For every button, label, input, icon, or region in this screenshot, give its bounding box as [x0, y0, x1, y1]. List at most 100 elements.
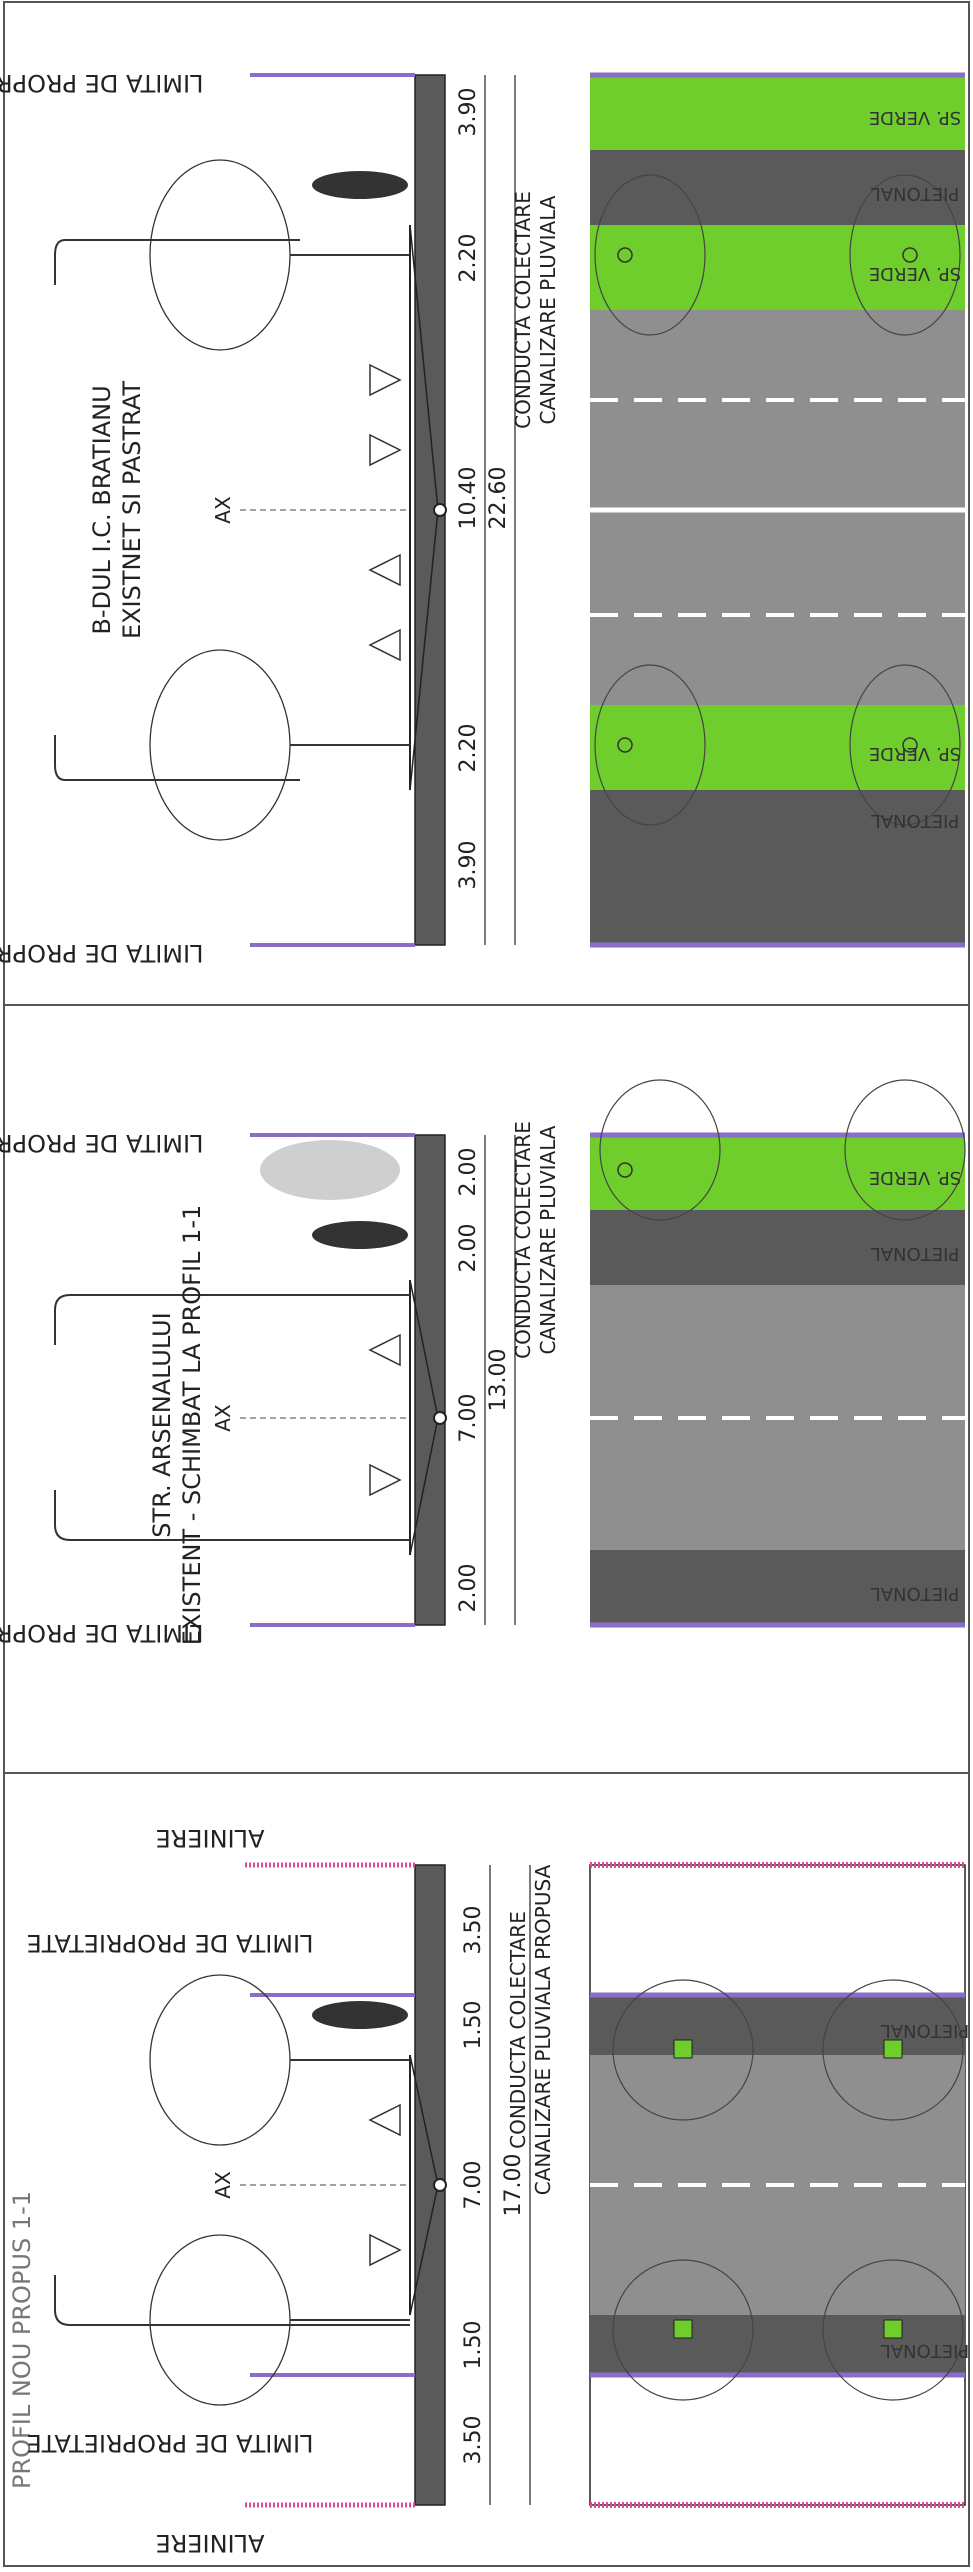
lane-direction-arrow	[369, 433, 402, 467]
plan-label: SP. VERDE	[869, 1167, 961, 1188]
dimension-value: 1.50	[461, 2001, 486, 2050]
lane-direction-arrow	[368, 1333, 401, 1367]
dimension-value: 7.00	[461, 2161, 486, 2210]
dimension-value: 3.90	[456, 88, 481, 137]
street-lamp	[54, 239, 300, 285]
drain-pipe-marker	[433, 503, 447, 517]
street-lamp	[54, 2275, 410, 2326]
alignment-label: ALINIERE	[156, 2529, 265, 2557]
dimension-value: 2.00	[456, 1564, 481, 1613]
section-camber	[409, 224, 439, 511]
plan-pedestrian-strip	[590, 1550, 965, 1625]
plan-tree-crown	[822, 2259, 964, 2401]
lane-direction-arrow	[368, 628, 401, 662]
plan-tree-crown	[849, 174, 961, 336]
plan-tree-crown	[612, 1979, 754, 2121]
plan-tree-marker	[617, 247, 633, 263]
axis-label: AX	[211, 2171, 235, 2199]
pedestrian-figure	[312, 171, 408, 199]
property-limit-label: LIMITA DE PROPRIETATE	[0, 69, 203, 97]
dimension-total: 13.00	[486, 1349, 511, 1412]
plan-green-strip	[590, 705, 965, 790]
plan-tree-pit	[883, 2039, 903, 2059]
dimension-value: 2.00	[456, 1148, 481, 1197]
tree-crown	[149, 2234, 291, 2406]
tree-crown	[149, 649, 291, 841]
drawing-frame	[3, 1, 970, 2567]
panel-arsenalului: SP. VERDE PIETONAL PIETONAL LIMITA DE PR…	[0, 1079, 966, 1647]
plan-label: SP. VERDE	[869, 263, 961, 284]
plan-pedestrian-strip	[590, 790, 965, 945]
dimension-value: 10.40	[456, 467, 481, 530]
pedestrian-figure	[312, 1221, 408, 1249]
plan-pedestrian-strip	[590, 1210, 965, 1285]
plan-tree-crown	[612, 2259, 754, 2401]
section-subtitle: EXISTENT - SCHIMBAT LA PROFIL 1-1	[178, 1205, 206, 1646]
plan-tree-marker	[617, 737, 633, 753]
section-subtitle: EXISTNET SI PASTRAT	[118, 381, 146, 639]
plan-tree-pit	[883, 2319, 903, 2339]
property-limit-label: LIMITA DE PROPRIETATE	[0, 1619, 203, 1647]
section-camber	[409, 509, 439, 791]
dimension-value: 1.50	[461, 2321, 486, 2370]
plan-label: PIETONAL	[871, 1243, 960, 1264]
plan-label: SP. VERDE	[869, 743, 961, 764]
dimension-total: 17.00	[501, 2154, 526, 2217]
alignment-label: ALINIERE	[156, 1824, 265, 1852]
lane-direction-arrow	[368, 553, 401, 587]
plan-tree-marker	[617, 1162, 633, 1178]
plan-pedestrian-strip	[590, 150, 965, 225]
plan-green-strip	[590, 1135, 965, 1210]
street-lamp	[54, 1490, 410, 1541]
street-lamp	[54, 1294, 410, 1345]
plan-label: PIETONAL	[881, 2020, 970, 2041]
section-camber	[409, 2184, 439, 2316]
pedestrian-figure	[312, 2001, 408, 2029]
section-camber	[409, 2054, 439, 2186]
plan-label: PIETONAL	[871, 810, 960, 831]
tree-crown	[149, 1974, 291, 2146]
property-limit-label: LIMITA DE PROPRIETATE	[27, 1929, 314, 1957]
plan-label: SP. VERDE	[869, 107, 961, 128]
dimension-value: 3.90	[456, 841, 481, 890]
dimension-value: 2.20	[456, 234, 481, 283]
plan-green-strip	[590, 75, 965, 150]
drain-label: CONDUCTA COLECTARE	[506, 1911, 530, 2149]
section-camber	[409, 1417, 439, 1556]
plan-label: PIETONAL	[881, 2340, 970, 2361]
plan-tree-pit	[673, 2319, 693, 2339]
panel-proposed-profile: PIETONAL PIETONAL PROFIL NOU PROPUS 1-1 …	[8, 1824, 969, 2557]
drain-label: CANALIZARE PLUVIALA	[536, 195, 560, 424]
tree-crown	[149, 159, 291, 351]
dimension-total: 22.60	[486, 467, 511, 530]
plan-green-strip	[590, 225, 965, 310]
drain-pipe-marker	[433, 2178, 447, 2192]
dimension-value: 2.20	[456, 724, 481, 773]
panel-bratianu: SP. VERDE PIETONAL SP. VERDE SP. VERDE P…	[0, 69, 965, 967]
plan-tree-crown	[594, 174, 706, 336]
property-limit-label: LIMITA DE PROPRIETATE	[0, 939, 203, 967]
lane-direction-arrow	[368, 2103, 401, 2137]
plan-tree-crown	[594, 664, 706, 826]
section-camber	[409, 1279, 439, 1419]
plan-tree-crown	[599, 1079, 721, 1221]
dimension-value: 3.50	[461, 1906, 486, 1955]
property-limit-label: LIMITA DE PROPRIETATE	[0, 1129, 203, 1157]
dimension-value: 3.50	[461, 2416, 486, 2465]
plan-tree-marker	[902, 737, 918, 753]
lane-direction-arrow	[369, 363, 402, 397]
axis-label: AX	[211, 496, 235, 524]
axis-label: AX	[211, 1404, 235, 1432]
dimension-value: 7.00	[456, 1394, 481, 1443]
lane-direction-arrow	[369, 2233, 402, 2267]
section-title: PROFIL NOU PROPUS 1-1	[8, 2191, 36, 2489]
plan-tree-pit	[673, 2039, 693, 2059]
plan-tree-crown	[844, 1079, 966, 1221]
dimension-value: 2.00	[456, 1224, 481, 1273]
drain-pipe-marker	[433, 1411, 447, 1425]
section-title: B-DUL I.C. BRATIANU	[88, 385, 116, 634]
plan-tree-crown	[849, 664, 961, 826]
drain-label: CANALIZARE PLUVIALA PROPUSA	[531, 1864, 555, 2195]
section-title: STR. ARSENALULUI	[148, 1312, 176, 1537]
